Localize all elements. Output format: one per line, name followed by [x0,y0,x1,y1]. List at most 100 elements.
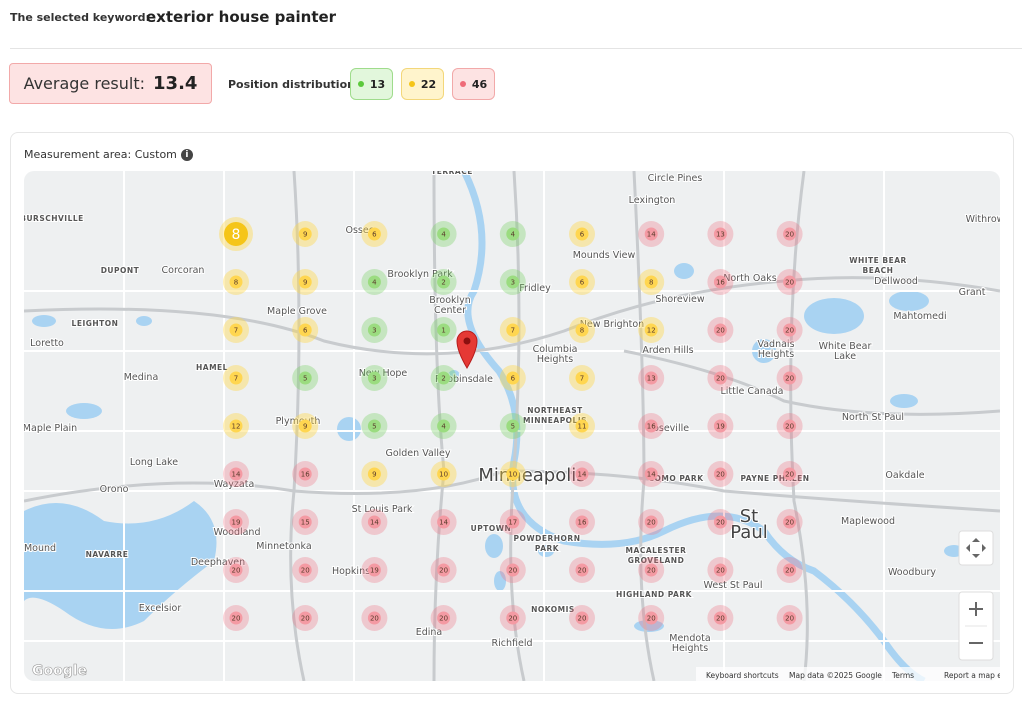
info-icon[interactable]: i [180,148,193,161]
marker-rank: 14 [370,519,379,527]
keyword-label: The selected keyword: [10,11,150,24]
marker-rank: 20 [785,231,794,239]
marker-rank: 20 [232,615,241,623]
marker [783,275,797,289]
marker-rank: 20 [785,615,794,623]
marker [437,227,451,241]
place-label: MACALESTERGROVELAND [626,546,687,565]
marker [298,227,312,241]
marker-rank: 19 [716,423,725,431]
label-line: Paul [730,522,768,543]
label-line: White Bear [819,341,872,352]
marker [575,563,589,577]
place-label: Mahtomedi [893,311,946,322]
marker-rank: 12 [232,423,241,431]
marker-rank: 4 [511,231,516,239]
recenter-button[interactable] [958,530,994,566]
marker [367,611,381,625]
marker-rank: 7 [511,327,515,335]
marker-rank: 14 [647,471,656,479]
marker-rank: 3 [372,375,376,383]
distribution-pill: 22 [401,68,444,100]
zoom-in[interactable] [969,602,983,616]
place-label: Shoreview [655,294,705,305]
place-label: NORTHEAST MINNEAPOLIS [523,406,587,425]
keyword: exterior house painter [146,8,337,26]
marker [298,275,312,289]
marker-rank: 20 [716,567,725,575]
marker [713,611,727,625]
marker [713,467,727,481]
marker [575,227,589,241]
footer-link: Terms [891,671,914,680]
marker-rank: 13 [647,375,656,383]
marker-rank: 8 [232,227,241,243]
marker [644,275,658,289]
map[interactable]: TERRACE Circle Pines Lexington BURSCHVILLE W… [24,171,1000,681]
marker [298,419,312,433]
place-label: Brooklyn Park [387,269,453,280]
marker-rank: 14 [578,471,587,479]
marker [367,419,381,433]
marker [644,323,658,337]
place-label: Grant [959,287,986,298]
marker-rank: 6 [580,279,585,287]
marker-rank: 19 [232,519,241,527]
footer-link: Report a map error [944,671,1000,680]
place-label: Edina [416,627,443,638]
marker-rank: 3 [511,279,515,287]
marker-rank: 9 [372,471,376,479]
pill-count: 46 [471,77,488,91]
marker-rank: 7 [234,327,238,335]
place-label: Osseo [345,225,374,236]
marker [783,563,797,577]
distribution-label: Position distribution: [228,78,360,91]
marker-rank: 20 [785,471,794,479]
marker-rank: 20 [785,375,794,383]
place-label: Long Lake [130,457,178,468]
place-label: Minnetonka [256,541,311,552]
marker [783,227,797,241]
place-label: New Brighton [580,319,644,330]
marker [506,467,520,481]
place-label: Woodland [213,527,260,538]
place-label: Fridley [519,283,551,294]
marker [298,611,312,625]
marker [713,371,727,385]
marker-rank: 14 [647,231,656,239]
marker [783,371,797,385]
marker-rank: 6 [580,231,585,239]
marker-rank: 14 [439,519,448,527]
label-line: Lake [834,351,856,362]
marker-rank: 20 [370,615,379,623]
marker [367,515,381,529]
area-label: Measurement area: Custom i [24,148,193,161]
divider [10,48,1022,49]
label-line: POWDERHORN [514,534,581,543]
pill-dot [357,81,364,87]
marker [575,371,589,385]
marker-rank: 20 [716,375,725,383]
marker [644,467,658,481]
place-label: Wayzata [214,479,255,490]
marker [506,563,520,577]
map-footer [696,667,1000,681]
marker-rank: 20 [785,327,794,335]
label-line: Mendota [669,633,710,644]
label-line: St [740,506,758,527]
marker [229,419,243,433]
distribution-pill: 13 [350,68,393,100]
marker-rank: 6 [303,327,308,335]
place-label: White Bear Lake [819,341,872,362]
marker-rank: 11 [578,423,587,431]
place-label: Maplewood [841,516,895,527]
marker [367,275,381,289]
marker [437,419,451,433]
marker-rank: 20 [647,615,656,623]
place-label: Mounds View [573,250,636,261]
marker [367,371,381,385]
marker [229,275,243,289]
marker-rank: 9 [303,279,307,287]
marker [575,419,589,433]
